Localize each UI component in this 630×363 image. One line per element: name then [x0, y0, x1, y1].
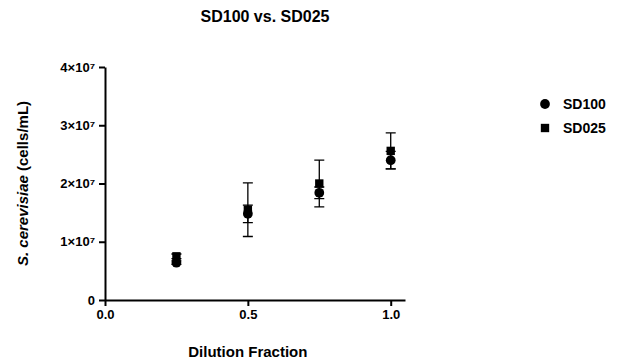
chart: 0.0 0.5 1.0 0 1×10⁷ 2×10⁷ 3×10⁷ 4×10⁷ SD100 vs. …: [0, 0, 630, 363]
tick: 0.0: [96, 300, 114, 322]
tick-label: 0.5: [239, 307, 257, 322]
tick: 0.5: [239, 300, 257, 322]
error-bar: [386, 133, 396, 169]
tick-mark: [99, 300, 105, 302]
tick-label: 0: [88, 293, 95, 308]
tick-mark: [99, 183, 105, 185]
point: [315, 179, 323, 187]
tick: 1×10⁷: [60, 234, 105, 249]
x-axis-title: Dilution Fraction: [188, 343, 307, 360]
error-bar: [314, 160, 324, 207]
plot-area: 0.0 0.5 1.0 0 1×10⁷ 2×10⁷ 3×10⁷ 4×10⁷: [60, 60, 405, 323]
x-axis: 0.0 0.5 1.0: [96, 300, 405, 322]
point: [244, 206, 252, 214]
tick: 3×10⁷: [60, 118, 105, 133]
legend-item: SD100: [540, 96, 606, 112]
marks: [171, 133, 395, 268]
legend-label: SD025: [563, 120, 606, 136]
y-axis: 0 1×10⁷ 2×10⁷ 3×10⁷ 4×10⁷: [60, 60, 105, 308]
y-axis-title: S. cerevisiae (cells/mL): [14, 101, 31, 266]
tick-label: 1.0: [382, 307, 400, 322]
legend-label: SD100: [563, 96, 606, 112]
tick-label: 0.0: [96, 307, 114, 322]
tick: 2×10⁷: [60, 176, 105, 191]
tick-mark: [247, 300, 249, 306]
tick-label: 2×10⁷: [60, 176, 95, 191]
series: [171, 133, 395, 261]
legend-symbol: [541, 124, 549, 132]
point: [387, 147, 395, 155]
tick-mark: [99, 241, 105, 243]
tick-label: 4×10⁷: [60, 60, 95, 75]
tick-mark: [390, 300, 392, 306]
legend-item: SD025: [541, 120, 606, 136]
tick-label: 1×10⁷: [60, 234, 95, 249]
tick-mark: [99, 125, 105, 127]
point: [172, 252, 180, 260]
axis-line: [106, 300, 406, 302]
tick-mark: [99, 67, 105, 69]
tick: 4×10⁷: [60, 60, 105, 75]
series: [171, 151, 395, 267]
title: SD100 vs. SD025: [201, 8, 330, 25]
error-bar: [243, 183, 253, 237]
legend-symbol: [540, 99, 550, 109]
tick: 1.0: [382, 300, 400, 322]
tick: 0: [88, 293, 105, 308]
legend: SD100 SD025: [540, 96, 606, 136]
tick-label: 3×10⁷: [60, 118, 95, 133]
